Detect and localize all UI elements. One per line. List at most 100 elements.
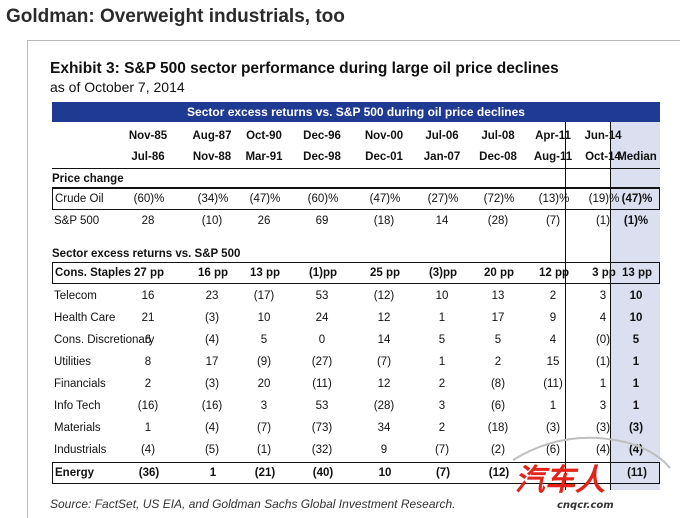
table-cell: 23 [205, 290, 219, 302]
table-cell: (5) [204, 444, 220, 456]
median-cell: 13 pp [621, 267, 653, 279]
table-banner: Sector excess returns vs. S&P 500 during… [52, 102, 660, 122]
median-cell: (47)% [621, 193, 653, 205]
table-cell: 4 [599, 312, 607, 324]
table-cell: 10 [257, 312, 271, 324]
source-note: Source: FactSet, US EIA, and Goldman Sac… [50, 497, 456, 511]
table-cell: 5 [494, 334, 502, 346]
period-start: Dec-96 [303, 130, 341, 142]
table-cell: 3 pp [592, 267, 616, 279]
table-cell: 4 [549, 334, 557, 346]
table-cell: (8) [490, 378, 506, 390]
table-cell: (18) [373, 215, 395, 227]
table-cell: 12 [377, 312, 391, 324]
table-row: Materials 1 (4) (7) (73) 34 2 (18) (3) (3) (3) [52, 418, 660, 440]
table-cell: 1 [438, 356, 446, 368]
table-cell: (3)pp [428, 267, 458, 279]
table-cell: (3) [204, 378, 220, 390]
period-start: Oct-90 [246, 130, 282, 142]
table-row: Financials 2 (3) 20 (11) 12 2 (8) (11) 1 1 [52, 374, 660, 396]
table-cell: (1) [595, 215, 611, 227]
row-label: Materials [54, 422, 101, 434]
table-cell: (11) [543, 378, 563, 390]
row-label: Industrials [54, 444, 107, 456]
row-label: Utilities [54, 356, 92, 368]
table-row: Health Care 21 (3) 10 24 12 1 17 9 4 10 [52, 308, 660, 330]
table-cell: (7) [256, 422, 272, 434]
table-cell: 1 [438, 312, 446, 324]
period-end: Jul-86 [131, 151, 165, 163]
table-cell: (40) [312, 467, 334, 479]
table-cell: 14 [377, 334, 391, 346]
table-cell: 8 [144, 356, 152, 368]
table-row: Telecom 16 23 (17) 53 (12) 10 13 2 3 10 [52, 286, 660, 308]
table-cell: 1 [209, 467, 217, 479]
table-cell: (7) [376, 356, 392, 368]
median-cell: 10 [629, 290, 643, 302]
period-end: Dec-01 [365, 151, 403, 163]
table-cell: 2 [144, 378, 152, 390]
table-cell: 17 [205, 356, 219, 368]
price-change-rule [52, 187, 660, 188]
sector-excess-label: Sector excess returns vs. S&P 500 [52, 248, 241, 260]
period-end: Mar-91 [245, 151, 283, 163]
period-end: Aug-11 [533, 151, 573, 163]
median-column-shade [610, 122, 660, 490]
table-cell: (3) [545, 422, 561, 434]
row-label: Info Tech [54, 400, 101, 412]
table-cell: (32) [311, 444, 333, 456]
table-cell: (3) [204, 312, 220, 324]
table-cell: (12) [488, 467, 510, 479]
table-cell: 69 [315, 215, 329, 227]
table-cell: (28) [487, 215, 509, 227]
table-cell: 28 [141, 215, 155, 227]
headline: Goldman: Overweight industrials, too [6, 6, 345, 27]
table-cell: 24 [315, 312, 329, 324]
period-start: Jul-06 [425, 130, 459, 142]
table-cell: 17 [491, 312, 505, 324]
row-label: Financials [54, 378, 106, 390]
table-cell: (9) [256, 356, 272, 368]
divider-jun14 [565, 122, 566, 490]
median-header: Median [617, 151, 657, 163]
table-cell: (21) [254, 467, 276, 479]
row-label: Crude Oil [55, 193, 104, 205]
table-cell: 1 [599, 378, 607, 390]
table-cell: 21 [141, 312, 155, 324]
table-cell: (2) [490, 444, 506, 456]
table-cell: 25 pp [369, 267, 401, 279]
table-cell: 3 [438, 400, 446, 412]
table-cell: 16 [141, 290, 155, 302]
table-row: Cons. Staples 27 pp 16 pp 13 pp (1)pp 25 pp (3… [52, 262, 660, 284]
table-cell: 3 [260, 400, 268, 412]
table-cell: (6) [545, 444, 561, 456]
table-cell: 27 pp [133, 267, 165, 279]
table-cell: 10 [435, 290, 449, 302]
row-label: Telecom [54, 290, 97, 302]
table-row: Energy (36) 1 (21) (40) 10 (7) (12) (11) [52, 462, 660, 484]
table-cell: 10 [378, 467, 392, 479]
table-cell: (17) [253, 290, 275, 302]
table-cell: 20 pp [483, 267, 515, 279]
table-cell: (18) [487, 422, 509, 434]
exhibit-frame [27, 40, 680, 518]
period-start: Jun-14 [584, 130, 622, 142]
table-cell: 2 [438, 422, 446, 434]
table-cell: (11) [312, 378, 332, 390]
table-row: Cons. Discretionary 6 (4) 5 0 14 5 5 4 (0) 5 [52, 330, 660, 352]
median-cell: 1 [632, 356, 640, 368]
table-cell: (3) [595, 422, 611, 434]
median-cell: 10 [629, 312, 643, 324]
table-cell: (36) [138, 467, 160, 479]
table-cell: (60)% [307, 193, 339, 205]
watermark-brand-text: 汽车人 [515, 463, 605, 498]
median-cell: (11) [627, 467, 647, 479]
table-cell: (28) [373, 400, 395, 412]
table-cell: (16) [201, 400, 223, 412]
header-rule [52, 168, 660, 169]
table-row: Info Tech (16) (16) 3 53 (28) 3 (6) 1 3 1 [52, 396, 660, 418]
table-row: Crude Oil (60)% (34)% (47)% (60)% (47)% (27)% (… [52, 188, 660, 210]
period-end: Dec-08 [479, 151, 517, 163]
table-cell: 5 [438, 334, 446, 346]
table-cell: 9 [549, 312, 557, 324]
